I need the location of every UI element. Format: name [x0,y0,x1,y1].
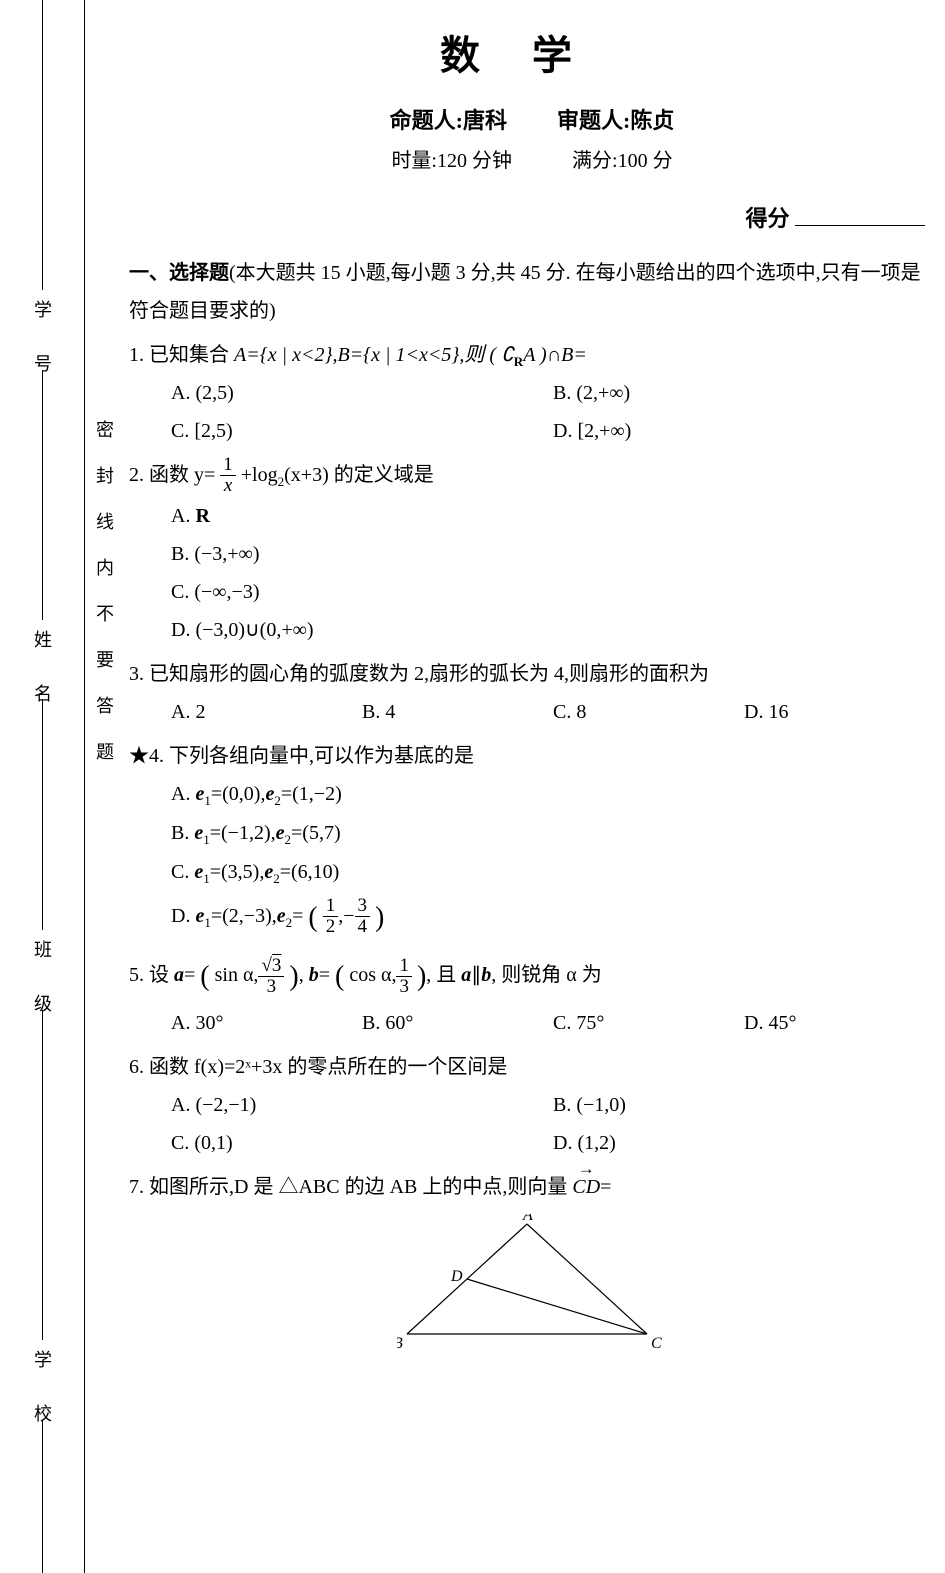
reviewer-name: 陈贞 [630,108,674,133]
q4-options: A. e1=(0,0),e2=(1,−2) B. e1=(−1,2),e2=(5… [129,775,935,944]
page-title: 数学 [129,10,935,100]
q4-D: D. e1=(2,−3),e2= ( 12,−34 ) [171,891,935,944]
q7-figure: A B C D [129,1206,935,1354]
page: 学 号 姓 名 班 级 学 校 密封线内不要答题 数学 命题人:唐科 审题人:陈… [0,0,945,1573]
q5-A: A. 30° [171,1004,362,1042]
q4-B: B. e1=(−1,2),e2=(5,7) [171,814,935,853]
svg-text:C: C [651,1335,662,1352]
binder-label-name: 姓 名 [29,630,55,710]
q1-stem: 1. 已知集合 A={x | x<2},B={x | 1<x<5},则 ( ∁R… [129,336,935,375]
q6-stem: 6. 函数 f(x)=2ˣ+3x 的零点所在的一个区间是 [129,1048,935,1086]
meta-row: 时量:120 分钟 满分:100 分 [129,142,935,180]
binder-label-school: 学 校 [29,1350,55,1430]
q4-C: C. e1=(3,5),e2=(6,10) [171,853,935,892]
q1-A: A. (2,5) [171,374,553,412]
svg-text:D: D [450,1268,463,1285]
q1-options: A. (2,5) B. (2,+∞) C. [2,5) D. [2,+∞) [129,374,935,450]
q6-C: C. (0,1) [171,1124,553,1162]
reviewer-label: 审题人: [557,108,630,133]
q5-C: C. 75° [553,1004,744,1042]
q3-D: D. 16 [744,693,935,731]
q5-stem: 5. 设 a= ( sin α,√33 ), b= ( cos α,13 ), … [129,950,935,1003]
q2-D: D. (−3,0)∪(0,+∞) [171,611,935,649]
author-label: 命题人: [390,108,463,133]
binder-column: 学 号 姓 名 班 级 学 校 [0,0,85,1573]
q2-stem: 2. 函数 y= 1x +log2(x+3) 的定义域是 [129,456,935,497]
binder-label-class: 班 级 [29,940,55,1020]
q2-C: C. (−∞,−3) [171,573,935,611]
q6-A: A. (−2,−1) [171,1086,553,1124]
q1-B: B. (2,+∞) [553,374,935,412]
question-1: 1. 已知集合 A={x | x<2},B={x | 1<x<5},则 ( ∁R… [129,336,935,451]
fullmark: 满分:100 分 [572,142,673,180]
q6-B: B. (−1,0) [553,1086,935,1124]
q5-D: D. 45° [744,1004,935,1042]
q4-A: A. e1=(0,0),e2=(1,−2) [171,775,935,814]
question-4: ★4. 下列各组向量中,可以作为基底的是 A. e1=(0,0),e2=(1,−… [129,737,935,944]
q1-C: C. [2,5) [171,412,553,450]
q3-stem: 3. 已知扇形的圆心角的弧度数为 2,扇形的弧长为 4,则扇形的面积为 [129,655,935,693]
author-name: 唐科 [463,108,507,133]
q4-stem: ★4. 下列各组向量中,可以作为基底的是 [129,737,935,775]
q3-C: C. 8 [553,693,744,731]
question-5: 5. 设 a= ( sin α,√33 ), b= ( cos α,13 ), … [129,950,935,1041]
question-3: 3. 已知扇形的圆心角的弧度数为 2,扇形的弧长为 4,则扇形的面积为 A. 2… [129,655,935,731]
q1-D: D. [2,+∞) [553,412,935,450]
q2-B: B. (−3,+∞) [171,535,935,573]
section-lead: 一、选择题 [129,262,229,284]
q7-stem: 7. 如图所示,D 是 △ABC 的边 AB 上的中点,则向量 CD= [129,1168,935,1206]
question-2: 2. 函数 y= 1x +log2(x+3) 的定义域是 A. R B. (−3… [129,456,935,649]
q2-options: A. R B. (−3,+∞) C. (−∞,−3) D. (−3,0)∪(0,… [129,497,935,649]
binder-label-id: 学 号 [29,300,55,380]
seal-text: 密封线内不要答题 [91,420,117,788]
author: 命题人:唐科 [390,100,507,142]
question-6: 6. 函数 f(x)=2ˣ+3x 的零点所在的一个区间是 A. (−2,−1) … [129,1048,935,1162]
score-label: 得分 [745,206,789,231]
q5-B: B. 60° [362,1004,553,1042]
reviewer: 审题人:陈贞 [557,100,674,142]
score-blank[interactable] [795,225,925,226]
q6-options: A. (−2,−1) B. (−1,0) C. (0,1) D. (1,2) [129,1086,935,1162]
q3-options: A. 2 B. 4 C. 8 D. 16 [129,693,935,731]
score-row: 得分 [129,180,935,254]
seal-column: 密封线内不要答题 [85,0,123,1573]
q5-options: A. 30° B. 60° C. 75° D. 45° [129,1004,935,1042]
section-intro: 一、选择题(本大题共 15 小题,每小题 3 分,共 45 分. 在每小题给出的… [129,254,935,330]
q2-A: A. R [171,497,935,535]
section-rest: (本大题共 15 小题,每小题 3 分,共 45 分. 在每小题给出的四个选项中… [129,262,921,322]
q6-D: D. (1,2) [553,1124,935,1162]
content: 数学 命题人:唐科 审题人:陈贞 时量:120 分钟 满分:100 分 得分 一… [123,0,945,1573]
authors-row: 命题人:唐科 审题人:陈贞 [129,100,935,142]
question-7: 7. 如图所示,D 是 △ABC 的边 AB 上的中点,则向量 CD= A B C D [129,1168,935,1354]
q3-B: B. 4 [362,693,553,731]
time: 时量:120 分钟 [391,142,512,180]
triangle-svg: A B C D [397,1214,667,1354]
svg-text:B: B [397,1335,403,1352]
svg-text:A: A [522,1214,533,1224]
q3-A: A. 2 [171,693,362,731]
